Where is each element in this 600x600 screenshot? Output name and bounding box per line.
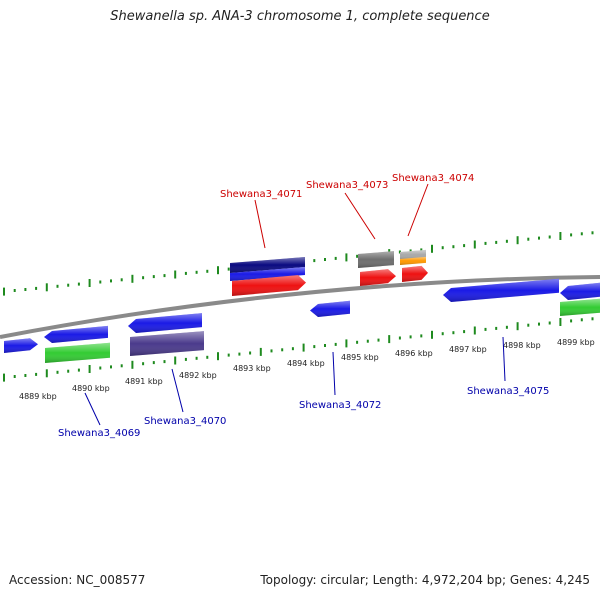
kbp-label: 4896 kbp bbox=[395, 349, 433, 358]
gene-feature-shading bbox=[230, 267, 305, 281]
kbp-label: 4899 kbp bbox=[557, 338, 595, 347]
gene-label-leader bbox=[254, 199, 266, 249]
kbp-label: 4891 kbp bbox=[125, 377, 163, 386]
gene-feature-shading bbox=[232, 275, 306, 296]
gene-label[interactable]: Shewana3_4072 bbox=[299, 400, 381, 411]
gene-label-leader bbox=[332, 351, 336, 396]
gene-feature-shading bbox=[443, 278, 559, 302]
gene-label[interactable]: Shewana3_4071 bbox=[220, 189, 302, 200]
gene-label-leader bbox=[407, 183, 429, 237]
gene-feature-shading bbox=[128, 313, 202, 333]
gene-labels: Shewana3_4069 Shewana3_4070 Shewana3_4071 S… bbox=[58, 173, 549, 439]
gene-feature-shading bbox=[560, 298, 600, 316]
gene-feature-shading bbox=[45, 342, 110, 363]
topology-summary: Topology: circular; Length: 4,972,204 bp… bbox=[260, 573, 590, 587]
gene-label-leaders bbox=[84, 183, 506, 426]
gene-label[interactable]: Shewana3_4070 bbox=[144, 416, 226, 427]
kbp-label: 4897 kbp bbox=[449, 345, 487, 354]
gene-feature-shading bbox=[44, 325, 108, 343]
gene-feature-shading bbox=[358, 251, 394, 268]
kbp-label: 4895 kbp bbox=[341, 353, 379, 362]
gene-feature-shading bbox=[130, 331, 204, 356]
page-title: Shewanella sp. ANA-3 chromosome 1, compl… bbox=[110, 9, 490, 24]
chromosome-backbone bbox=[0, 275, 600, 339]
kbp-label: 4893 kbp bbox=[233, 364, 271, 373]
kbp-scale-labels: 4889 kbp 4890 kbp 4891 kbp 4892 kbp 4893 kbp… bbox=[19, 338, 595, 401]
gene-label-leader bbox=[84, 392, 101, 426]
gene-label-leader bbox=[502, 336, 506, 382]
kbp-label: 4889 kbp bbox=[19, 392, 57, 401]
gene-label-leader bbox=[344, 192, 376, 240]
gene-features bbox=[4, 249, 600, 363]
gene-label[interactable]: Shewana3_4069 bbox=[58, 428, 140, 439]
gene-feature-shading bbox=[360, 269, 396, 286]
gene-feature-shading bbox=[310, 300, 350, 317]
gene-feature-shading bbox=[400, 256, 426, 265]
gene-feature-shading bbox=[402, 265, 428, 282]
gene-label[interactable]: Shewana3_4073 bbox=[306, 180, 388, 191]
minus-strand-ticks bbox=[3, 317, 594, 382]
gene-feature-shading bbox=[560, 282, 600, 300]
accession-text: Accession: NC_008577 bbox=[9, 573, 146, 587]
gene-label[interactable]: Shewana3_4075 bbox=[467, 386, 549, 397]
gene-feature-shading bbox=[230, 257, 305, 273]
gene-label[interactable]: Shewana3_4074 bbox=[392, 173, 474, 184]
kbp-label: 4892 kbp bbox=[179, 371, 217, 380]
gene-feature-shading bbox=[4, 338, 38, 353]
kbp-label: 4898 kbp bbox=[503, 341, 541, 350]
kbp-label: 4894 kbp bbox=[287, 359, 325, 368]
gene-label-leader bbox=[171, 368, 184, 413]
kbp-label: 4890 kbp bbox=[72, 384, 110, 393]
